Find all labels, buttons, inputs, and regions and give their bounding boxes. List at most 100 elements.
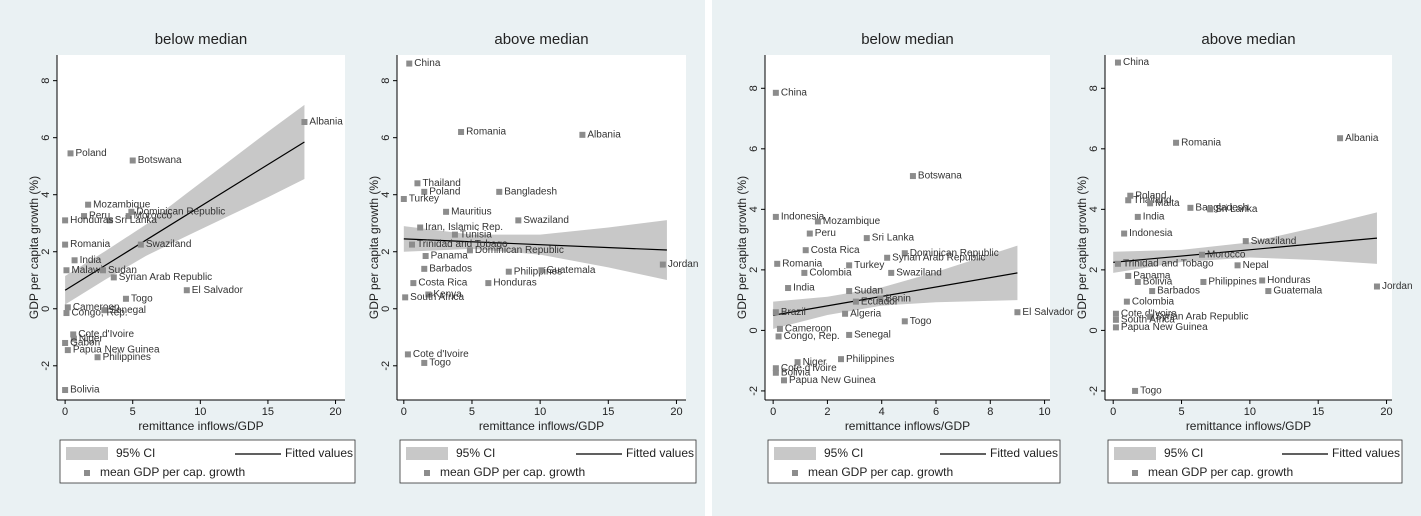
point-label: Thailand <box>422 178 460 189</box>
point-label: Guatemala <box>547 265 596 276</box>
point <box>877 295 884 302</box>
point <box>106 217 113 224</box>
x-tick-label: 20 <box>329 406 341 418</box>
point-label: Honduras <box>1267 275 1310 286</box>
y-tick-label: -2 <box>1088 386 1100 396</box>
y-tick-label: 4 <box>1088 206 1100 212</box>
point-label: Trinidad and Tobago <box>417 239 508 250</box>
point <box>785 285 792 292</box>
point <box>1132 387 1139 394</box>
y-tick-label: 8 <box>380 78 392 84</box>
point <box>404 351 411 358</box>
point-label: Indonesia <box>1129 228 1173 239</box>
y-tick-label: 8 <box>40 78 52 84</box>
point <box>400 195 407 202</box>
y-tick-label: 0 <box>380 306 392 312</box>
point <box>538 267 545 274</box>
legend-ci-swatch <box>1114 447 1156 460</box>
point-label: Botswana <box>138 155 182 166</box>
point <box>63 310 70 317</box>
point-label: Papua New Guinea <box>1121 322 1208 333</box>
point-label: Bangladesh <box>504 187 557 198</box>
point-label: Togo <box>910 316 932 327</box>
point-label: Botswana <box>918 171 962 182</box>
point <box>417 224 424 231</box>
point-label: Philippines <box>514 266 562 277</box>
point-label: Barbados <box>429 263 472 274</box>
legend-label: 95% CI <box>456 446 495 460</box>
point-label: Kenya <box>433 289 462 300</box>
point-label: Tunisia <box>460 229 492 240</box>
point <box>1173 139 1180 146</box>
y-tick-label: 6 <box>1088 146 1100 152</box>
point-label: Bolivia <box>1143 277 1173 288</box>
legend-point-swatch <box>792 470 798 476</box>
point-label: Syrian Arab Republic <box>1155 311 1248 322</box>
y-tick-label: 4 <box>380 192 392 198</box>
point <box>1234 262 1241 269</box>
point-label: Barbados <box>1157 286 1200 297</box>
x-tick-label: 10 <box>1038 406 1050 418</box>
point <box>1259 277 1266 284</box>
point <box>1187 204 1194 211</box>
legend-label: mean GDP per cap. growth <box>808 465 953 479</box>
point-label: South Africa <box>1121 314 1175 325</box>
chart-title: above median <box>1201 31 1295 48</box>
point <box>814 218 821 225</box>
point <box>183 287 190 294</box>
chart-title: below median <box>155 31 248 48</box>
point <box>776 325 783 332</box>
point-label: Poland <box>1135 190 1166 201</box>
x-tick-label: 10 <box>1244 406 1256 418</box>
point <box>137 241 144 248</box>
point-label: Romania <box>782 258 822 269</box>
point <box>410 280 417 287</box>
point-label: China <box>414 58 441 69</box>
x-tick-label: 20 <box>1380 406 1392 418</box>
point <box>806 230 813 237</box>
point <box>1114 260 1121 267</box>
point-label: Panama <box>1133 271 1171 282</box>
point-label: Mozambique <box>93 199 151 210</box>
fit-line <box>64 141 305 291</box>
point-label: Philippines <box>103 352 151 363</box>
point-label: Morocco <box>1207 249 1246 260</box>
point <box>99 267 106 274</box>
chart-title: above median <box>494 31 588 48</box>
point-label: India <box>80 255 102 266</box>
point-label: Swaziland <box>523 215 569 226</box>
legend-box <box>1107 439 1403 484</box>
point-label: Jordan <box>668 259 699 270</box>
x-tick-label: 6 <box>933 406 939 418</box>
point-label: Turkey <box>854 260 884 271</box>
point-label: Togo <box>429 358 451 369</box>
point <box>422 253 429 260</box>
point-label: Dominican Republic <box>475 245 564 256</box>
point <box>1134 213 1141 220</box>
point-label: Costa Rica <box>418 278 467 289</box>
y-axis-label: GDP per capita growth (%) <box>27 176 41 319</box>
point-label: Cameroon <box>73 302 120 313</box>
point <box>863 235 870 242</box>
y-axis-label: GDP per capita growth (%) <box>735 176 749 319</box>
point <box>110 274 117 281</box>
point-label: Indonesia <box>781 212 825 223</box>
point <box>772 309 779 316</box>
point <box>1207 206 1214 213</box>
point-label: Syrian Arab Republic <box>119 272 212 283</box>
point <box>421 188 428 195</box>
y-tick-label: 6 <box>380 135 392 141</box>
point-label: Honduras <box>493 278 536 289</box>
point-label: Dominican Republic <box>136 206 225 217</box>
point <box>801 269 808 276</box>
legend-ci-swatch <box>406 447 448 460</box>
y-tick-label: -2 <box>40 361 52 371</box>
x-tick-label: 0 <box>1110 406 1116 418</box>
point-label: Congo, Rep. <box>71 308 127 319</box>
point-label: Algeria <box>850 308 882 319</box>
legend-box <box>767 439 1061 484</box>
point-label: Mauritius <box>451 206 492 217</box>
point-label: Albania <box>587 129 621 140</box>
x-tick-label: 10 <box>194 406 206 418</box>
